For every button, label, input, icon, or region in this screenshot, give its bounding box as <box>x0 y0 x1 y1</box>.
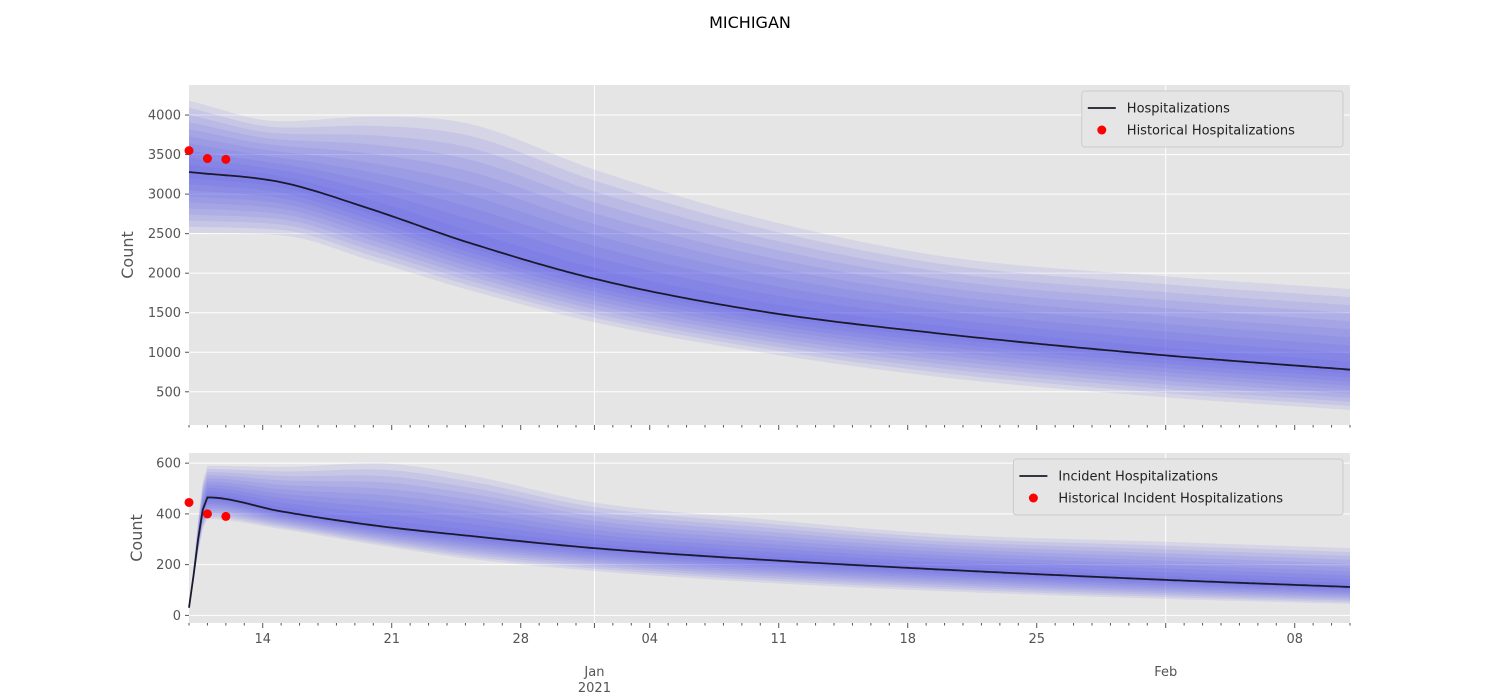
uncertainty-band <box>189 491 1350 608</box>
historical-point <box>184 497 194 507</box>
legend-entry-label: Historical Hospitalizations <box>1127 124 1295 139</box>
y-tick-label: 500 <box>156 385 181 400</box>
uncertainty-band <box>189 481 1350 608</box>
incident-hospitalizations-panel: 0 200 400 600 Count Incident Hospitalizations… <box>127 453 1351 628</box>
x-tick-label: 11 <box>770 632 787 647</box>
uncertainty-band <box>189 468 1350 608</box>
x-tick-label: 28 <box>512 632 529 647</box>
legend: Hospitalizations Historical Hospitalizati… <box>1081 90 1344 148</box>
uncertainty-band <box>189 463 1350 608</box>
legend-entry-label: Hospitalizations <box>1127 102 1230 117</box>
x-major-tick-label: Jan <box>583 665 604 680</box>
legend-frame <box>1012 458 1344 516</box>
x-tick-label: 21 <box>383 632 400 647</box>
historical-point <box>184 146 194 156</box>
uncertainty-band <box>189 150 1350 382</box>
y-tick-label: 600 <box>156 457 181 472</box>
y-tick-label: 3000 <box>148 188 181 203</box>
historical-point <box>202 154 212 164</box>
historical-point <box>202 509 212 519</box>
legend-entry-label: Incident Hospitalizations <box>1058 470 1218 485</box>
y-tick-label: 0 <box>173 609 181 624</box>
x-tick-label: 08 <box>1286 632 1303 647</box>
uncertainty-band <box>189 487 1350 608</box>
y-tick-label: 3500 <box>148 148 181 163</box>
median-line <box>188 171 1351 371</box>
legend-dot-swatch <box>1097 125 1107 135</box>
uncertainty-band <box>189 164 1350 374</box>
uncertainty-band <box>189 107 1350 406</box>
uncertainty-band <box>189 484 1350 608</box>
y-tick-label: 1000 <box>148 346 181 361</box>
uncertainty-band <box>189 136 1350 390</box>
median-line <box>188 496 1351 608</box>
y-tick-label: 200 <box>156 558 181 573</box>
y-axis-label: Count <box>127 514 146 562</box>
x-tick-label: 25 <box>1028 632 1045 647</box>
x-major-tick-label: Feb <box>1154 665 1177 680</box>
figure-title: MICHIGAN <box>709 13 791 32</box>
x-tick-label: 14 <box>254 632 271 647</box>
y-tick-label: 2000 <box>148 267 181 282</box>
uncertainty-band <box>189 115 1350 402</box>
legend: Incident Hospitalizations Historical Inci… <box>1012 458 1344 516</box>
y-tick-label: 4000 <box>148 109 181 124</box>
uncertainty-band <box>189 472 1350 608</box>
historical-point <box>221 154 231 164</box>
legend-frame <box>1081 90 1344 148</box>
uncertainty-band <box>189 122 1350 398</box>
legend-entry-label: Historical Incident Hospitalizations <box>1058 492 1283 507</box>
y-tick-label: 2500 <box>148 227 181 242</box>
uncertainty-band <box>189 129 1350 394</box>
uncertainty-band <box>189 157 1350 378</box>
x-year-label: 2021 <box>578 681 611 696</box>
x-tick-label: 18 <box>899 632 916 647</box>
legend-dot-swatch <box>1028 493 1038 503</box>
hospitalizations-panel: 500 1000 1500 2000 2500 3000 3500 4000 Count Hosp… <box>118 85 1351 430</box>
y-axis-label: Count <box>118 231 137 279</box>
historical-point <box>221 511 231 521</box>
x-tick-label: 04 <box>641 632 658 647</box>
y-tick-label: 1500 <box>148 306 181 321</box>
y-tick-label: 400 <box>156 507 181 522</box>
uncertainty-band <box>189 100 1350 411</box>
uncertainty-band <box>189 143 1350 386</box>
